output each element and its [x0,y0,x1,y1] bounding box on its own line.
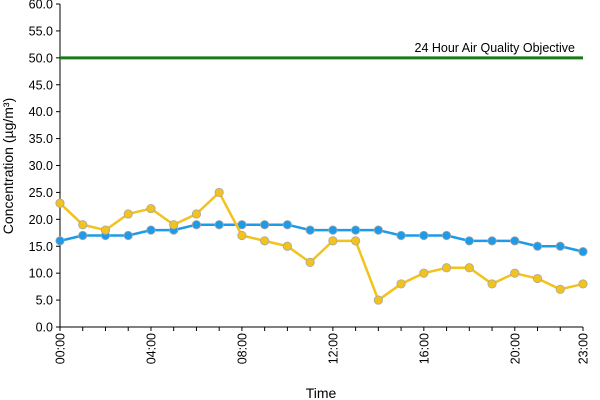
y-tick-label: 40.0 [29,105,53,119]
y-tick-label: 55.0 [29,24,53,38]
y-axis-title: Concentration (µg/m³) [0,98,16,234]
x-tick-label: 16:00 [417,333,431,364]
x-tick-label: 20:00 [508,333,522,364]
data-point [100,225,111,235]
data-point [282,220,292,230]
data-point [441,230,452,241]
data-point [328,225,338,235]
data-point [305,257,315,267]
data-point [419,230,429,241]
data-point [169,220,179,230]
y-tick-label: 25.0 [29,186,53,200]
data-point [555,241,565,251]
y-tick-label: 20.0 [29,213,53,227]
data-point [441,263,452,273]
y-tick-label: 5.0 [36,294,53,308]
data-point [555,284,565,294]
axes [56,3,584,331]
data-point [373,225,383,235]
data-point [123,230,133,241]
y-tick-label: 35.0 [29,132,53,146]
data-point [351,225,361,235]
x-tick-label: 12:00 [326,333,340,364]
data-point [305,225,315,235]
data-point [214,187,224,198]
y-tick-label: 0.0 [36,321,53,335]
y-tick-label: 60.0 [29,0,53,12]
data-point [464,263,474,273]
data-point [532,241,543,251]
y-tick-label: 30.0 [29,159,53,173]
data-point [237,220,247,230]
data-point [191,209,202,219]
x-tick-label: 23:00 [577,333,591,364]
data-point [351,236,361,246]
x-axis-title: Time [306,385,337,400]
data-point [282,241,292,251]
data-point [260,220,270,230]
data-point [78,230,88,241]
data-point [78,220,88,230]
x-tick-labels: 00:00 04:00 08:00 12:00 16:00 20:00 23:00 [54,333,591,364]
data-point [146,225,156,235]
data-point [191,220,202,230]
y-tick-label: 15.0 [29,240,53,254]
data-point [464,236,474,246]
y-tick-label: 50.0 [29,51,53,65]
data-point [510,236,520,246]
data-point [487,279,497,289]
reference-line-label: 24 Hour Air Quality Objective [415,41,576,55]
series-2 [55,187,588,305]
data-point [214,220,224,230]
data-point [419,268,429,278]
data-point [328,236,338,246]
series-line [59,223,584,253]
data-point [487,236,497,246]
series-1 [55,220,588,257]
data-point [55,198,65,208]
x-tick-label: 00:00 [54,333,68,364]
x-tick-label: 08:00 [235,333,249,364]
series-line [59,191,584,302]
data-point [55,236,65,246]
data-point [396,279,406,289]
data-point [146,203,156,214]
data-point [510,268,520,278]
data-point [396,230,406,241]
data-point [373,295,383,305]
data-point [237,230,247,241]
y-tick-label: 45.0 [29,78,53,92]
series-group [55,187,588,305]
x-tick-label: 04:00 [144,333,158,364]
data-point [532,273,543,284]
y-tick-label: 10.0 [29,267,53,281]
data-point [578,247,588,257]
data-point [260,236,270,246]
y-tick-labels: 0.0 5.0 10.0 15.0 20.0 25.0 30.0 35.0 40.0 45.0 50… [29,0,53,335]
data-point [123,209,133,219]
data-point [578,279,588,289]
